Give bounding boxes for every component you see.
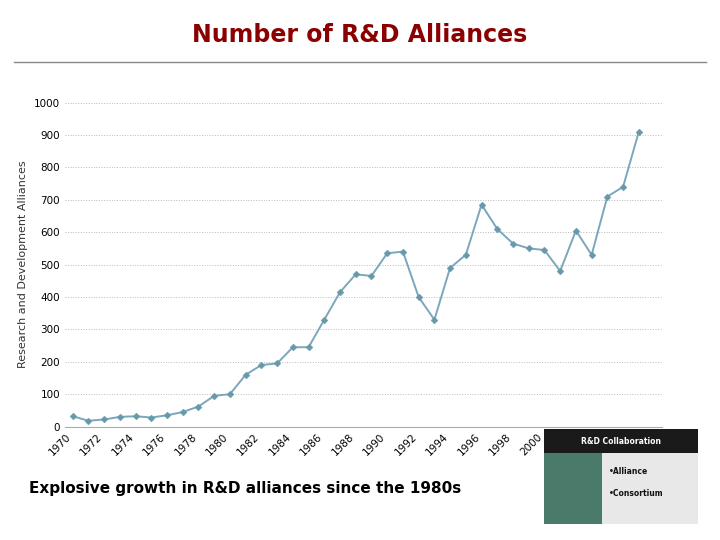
Bar — [544, 429, 698, 453]
Text: Explosive growth in R&D alliances since the 1980s: Explosive growth in R&D alliances since … — [29, 481, 461, 496]
Bar — [603, 453, 698, 524]
Text: R&D Collaboration: R&D Collaboration — [581, 437, 661, 445]
Text: •Alliance: •Alliance — [608, 467, 648, 476]
Bar — [544, 453, 603, 524]
Y-axis label: Research and Development Alliances: Research and Development Alliances — [18, 161, 28, 368]
Text: •Consortium: •Consortium — [608, 489, 663, 498]
Text: Number of R&D Alliances: Number of R&D Alliances — [192, 23, 528, 47]
